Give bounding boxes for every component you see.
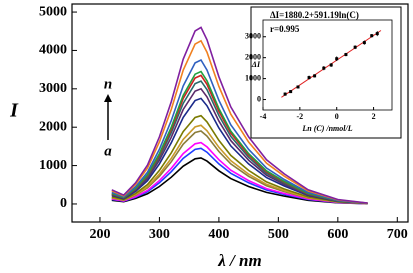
point <box>362 41 366 45</box>
y-tick-label: 5000 <box>39 4 67 19</box>
y-tick-label: 2000 <box>39 119 67 134</box>
y-tick-label: 2000 <box>245 53 261 62</box>
plot-frame <box>71 3 409 223</box>
y-tick-label: 0 <box>60 196 67 211</box>
spectrum-line <box>111 130 368 205</box>
point <box>307 76 311 80</box>
spectrum-line <box>111 70 368 205</box>
x-tick-label: -4 <box>260 112 267 121</box>
spectrum-line <box>111 97 368 205</box>
x-tick-label: 400 <box>208 227 229 242</box>
x-axis-label: λ / nm <box>217 251 261 270</box>
r-value: r=0.995 <box>270 24 300 34</box>
inset-y-label: ΔI <box>251 60 261 69</box>
annotation: a <box>104 143 112 159</box>
y-tick-label: 3000 <box>39 81 67 96</box>
spectrum-line <box>111 114 368 205</box>
spectrum-line <box>111 26 368 204</box>
inset-box <box>250 6 402 139</box>
point <box>353 45 357 49</box>
x-tick-label: 600 <box>327 227 348 242</box>
spectrum-line <box>111 147 368 205</box>
x-tick-label: 300 <box>149 227 170 242</box>
x-tick-label: 700 <box>387 227 408 242</box>
y-tick-label: 0 <box>257 94 261 103</box>
spectrum-line <box>111 58 368 204</box>
point <box>375 32 379 36</box>
point <box>313 74 317 78</box>
point <box>322 66 326 70</box>
x-tick-label: -2 <box>297 112 304 121</box>
point <box>335 57 339 61</box>
point <box>344 53 348 57</box>
annotation: n <box>104 76 112 92</box>
spectrum-line <box>111 124 368 205</box>
spectrum-line <box>111 39 368 204</box>
y-axis-label: I <box>9 100 19 122</box>
spectrum-line <box>111 141 368 205</box>
inset-x-label: Ln (C) /nmol/L <box>301 124 352 133</box>
x-tick-label: 200 <box>89 227 110 242</box>
equation: ΔI=1880.2+591.19ln(C) <box>270 10 359 20</box>
point <box>289 90 293 94</box>
x-tick-label: 500 <box>268 227 289 242</box>
point <box>283 92 287 96</box>
point <box>370 34 374 38</box>
inset-frame <box>262 19 393 111</box>
spectrum-line <box>111 87 368 205</box>
y-tick-label: 1000 <box>39 158 67 173</box>
spectrum-line <box>111 157 368 205</box>
point <box>329 63 333 67</box>
point <box>296 85 300 89</box>
y-tick-label: 3000 <box>245 32 261 41</box>
y-tick-label: 4000 <box>39 43 67 58</box>
x-tick-label: 0 <box>335 112 339 121</box>
y-tick-label: 1000 <box>245 73 261 82</box>
arrow-head <box>104 94 112 102</box>
x-tick-label: 2 <box>372 112 376 121</box>
